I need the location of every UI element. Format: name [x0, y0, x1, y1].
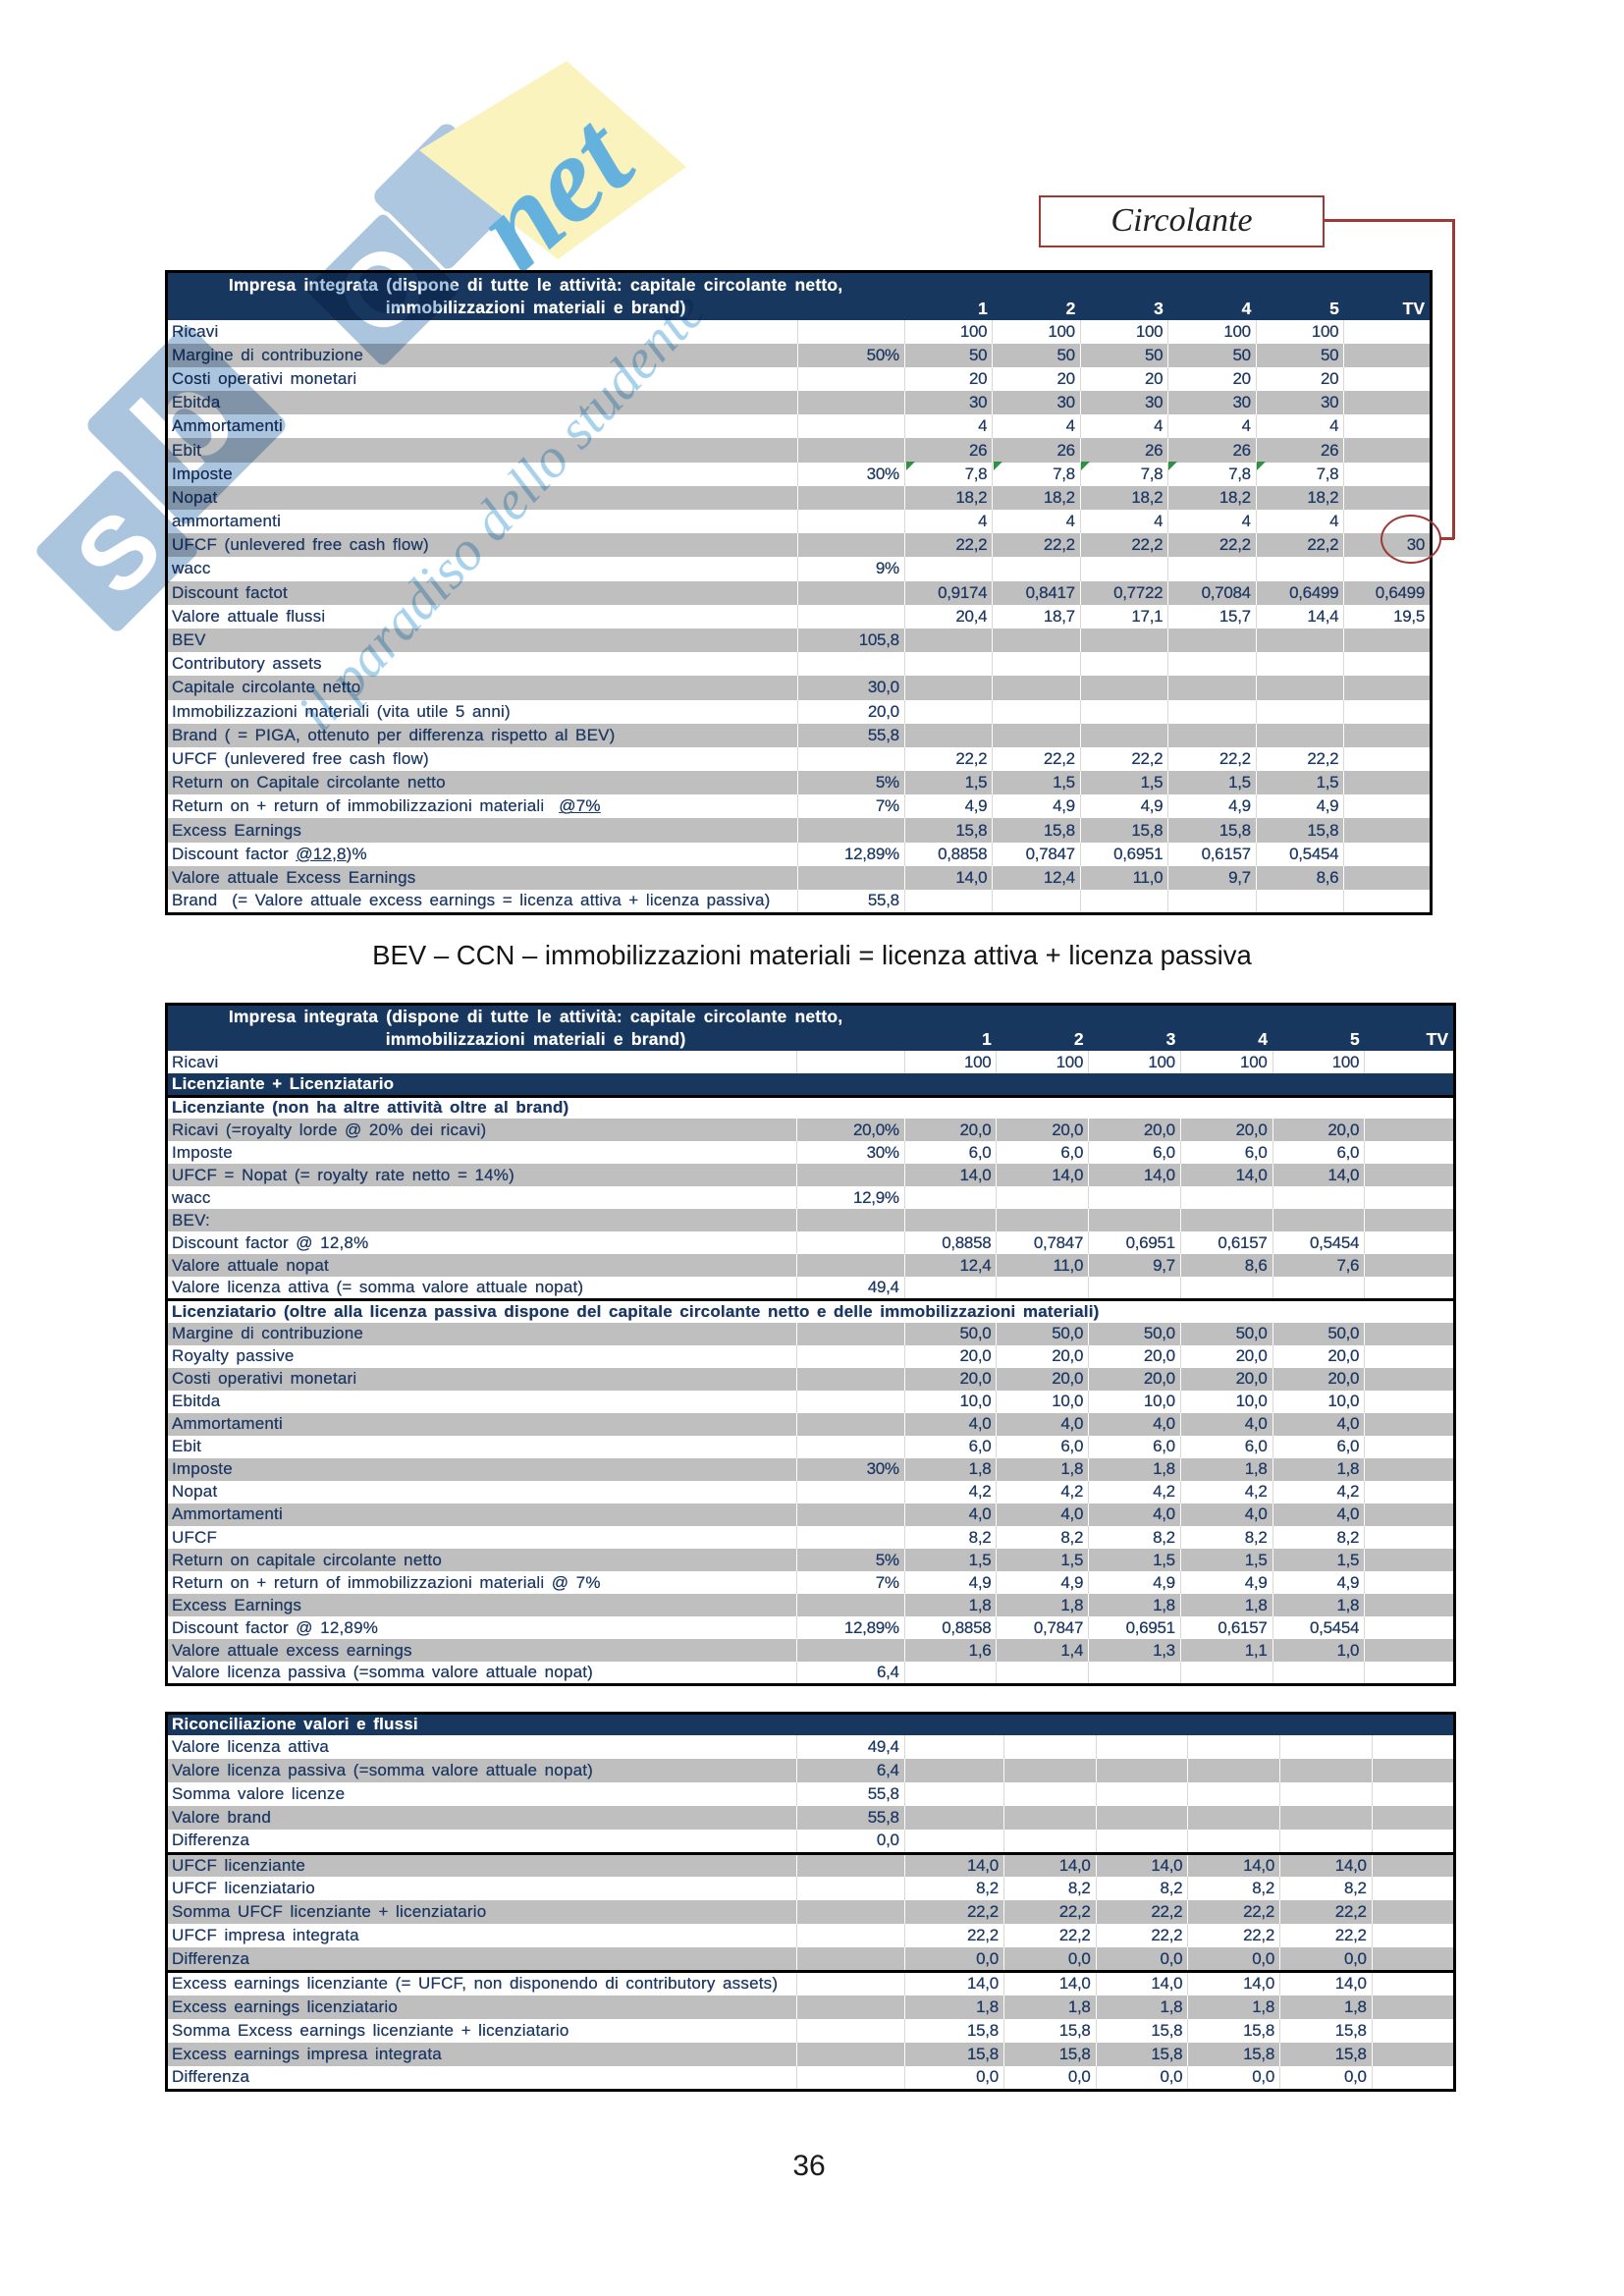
svg-text:net: net: [450, 88, 660, 296]
